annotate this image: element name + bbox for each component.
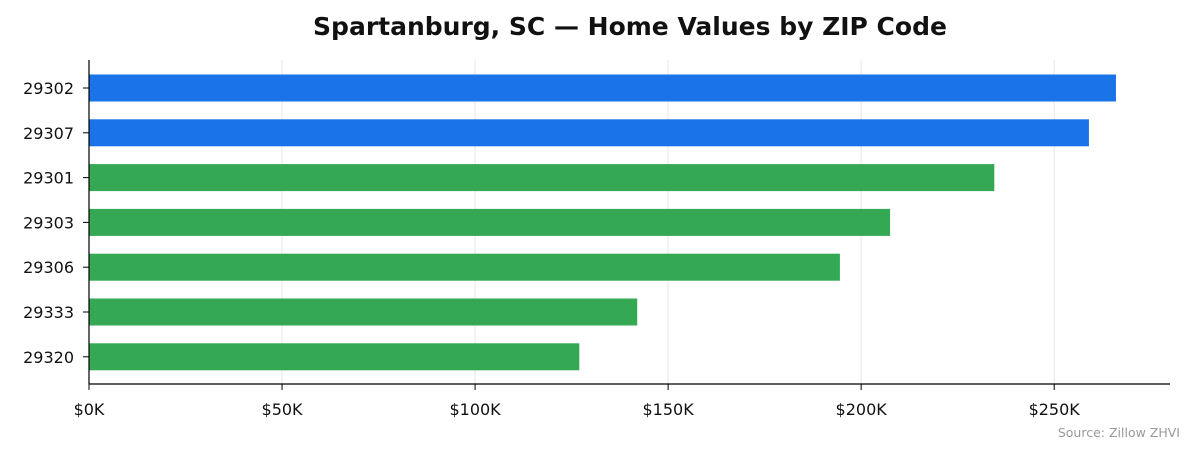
x-tick-label: $250K (1029, 400, 1081, 419)
bars (89, 74, 1116, 371)
y-tick-label: 29302 (23, 79, 74, 98)
bar-29303 (89, 208, 891, 236)
y-tick-labels: 29302 29307 29301 29303 29306 29333 29320 (23, 79, 74, 367)
axes (83, 60, 1170, 390)
bar-29302 (89, 74, 1116, 102)
y-tick-label: 29301 (23, 169, 74, 188)
bar-29306 (89, 253, 840, 281)
x-tick-label: $200K (836, 400, 888, 419)
bar-29333 (89, 298, 638, 326)
x-tick-label: $0K (74, 400, 105, 419)
bar-29307 (89, 119, 1089, 147)
y-tick-label: 29333 (23, 303, 74, 322)
x-tick-label: $50K (262, 400, 304, 419)
y-tick-label: 29320 (23, 348, 74, 367)
x-tick-labels: $0K $50K $100K $150K $200K $250K (74, 400, 1081, 419)
y-tick-label: 29307 (23, 124, 74, 143)
source-note: Source: Zillow ZHVI (1058, 425, 1180, 440)
bar-29320 (89, 343, 580, 371)
chart-title: Spartanburg, SC — Home Values by ZIP Cod… (313, 12, 947, 41)
bar-29301 (89, 164, 995, 192)
y-tick-label: 29303 (23, 213, 74, 232)
x-tick-label: $150K (642, 400, 694, 419)
y-tick-label: 29306 (23, 258, 74, 277)
x-tick-label: $100K (449, 400, 501, 419)
